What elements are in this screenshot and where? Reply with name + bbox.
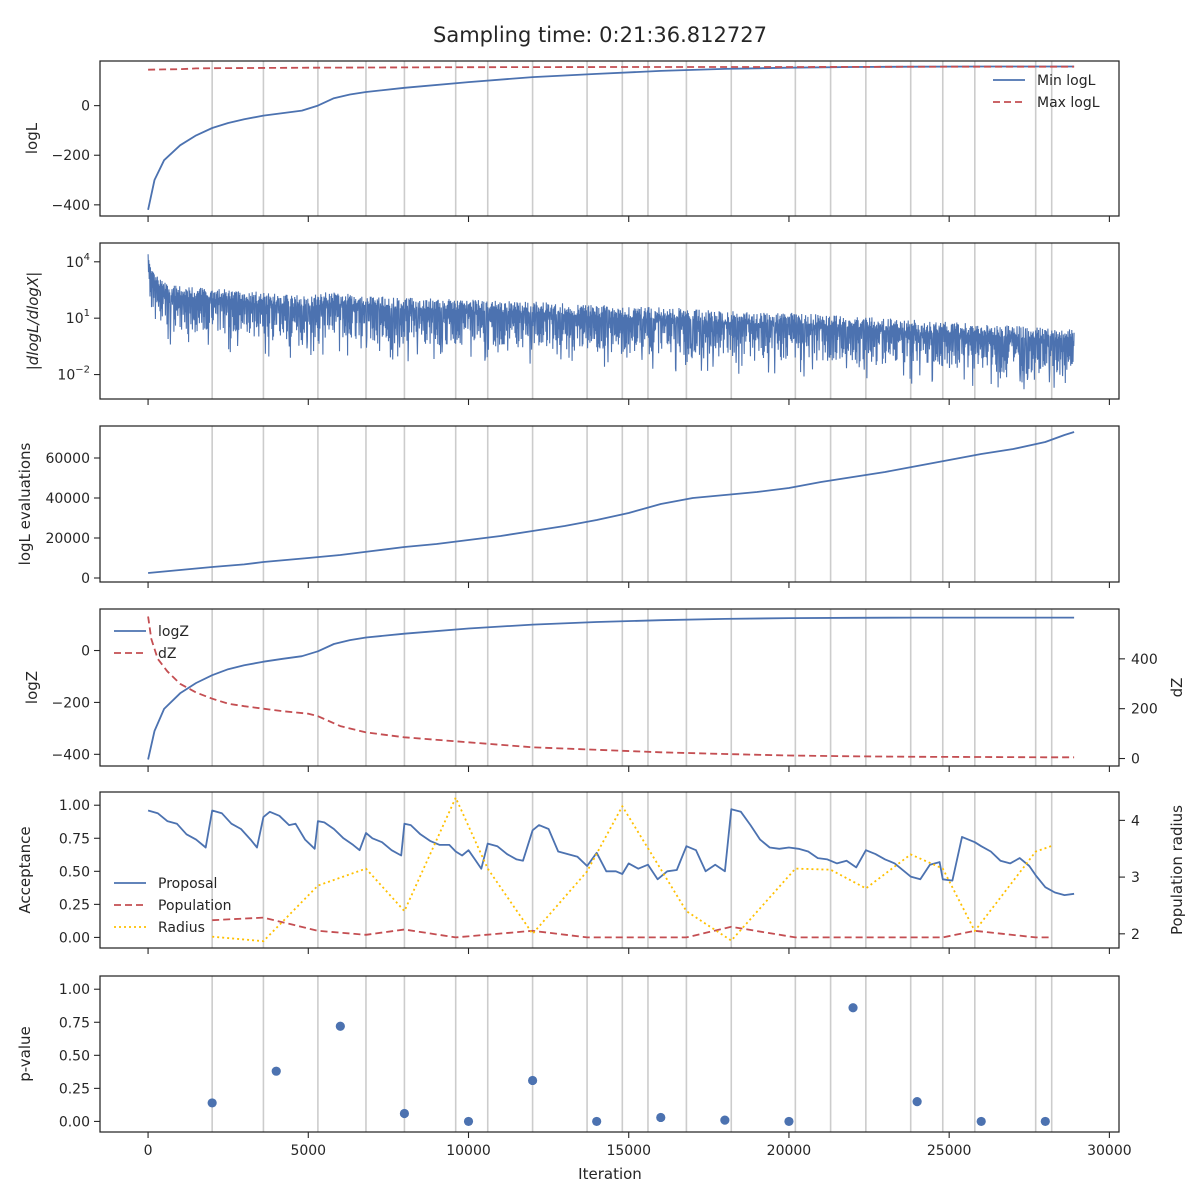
y-axis-label: p-value	[16, 1026, 34, 1082]
y-axis-label: |dlogL/dlogX|	[24, 272, 42, 371]
series-dz	[147, 616, 1075, 759]
y-tick-label: 0.25	[59, 897, 90, 913]
y-right-tick-label: 3	[1131, 870, 1140, 886]
panel-pvalue: 0 5000 10000 15000 20000 25000 30000 0.00 0.25 0.…	[16, 975, 1132, 1159]
data-point	[463, 1116, 474, 1127]
y-tick-label: 60000	[45, 451, 90, 467]
y-right-axis-label: Population radius	[1168, 805, 1186, 935]
x-tick-label: 30000	[1087, 1143, 1132, 1159]
panel-gradient: 10−2 101 104 |dlogL/dlogX|	[24, 242, 1120, 405]
data-point	[335, 1021, 345, 1031]
series-group	[147, 65, 1075, 210]
y-axis-label: logZ	[23, 671, 41, 704]
series--dlogl-dlogx-	[147, 254, 1075, 390]
y-tick-label: −200	[52, 148, 90, 164]
y-tick-label: −400	[52, 747, 90, 763]
x-tick-label: 20000	[767, 1143, 812, 1159]
y-tick-label: 1.00	[59, 798, 90, 814]
x-axis-label: Iteration	[578, 1165, 642, 1183]
y-axis-label: logL evaluations	[16, 442, 34, 565]
series-min-logl	[147, 65, 1075, 210]
y-tick-label: 0	[81, 644, 90, 660]
panel-logl: −400 −200 0 logL Min logL Max logL	[23, 60, 1120, 222]
y-tick-label: −200	[52, 695, 90, 711]
series-group	[147, 796, 1075, 943]
data-point	[592, 1116, 602, 1127]
y-right-tick-label: 0	[1131, 752, 1140, 768]
y-tick-label: 101	[66, 308, 90, 327]
axes-frame	[99, 608, 1120, 767]
y-tick-label: 0.25	[59, 1081, 90, 1097]
y-right-tick-label: 400	[1131, 652, 1158, 668]
y-tick-label: 1.00	[59, 982, 90, 998]
panel-evaluations: 0 20000 40000 60000 logL evaluations	[16, 425, 1120, 588]
y-right-tick-label: 4	[1131, 813, 1140, 829]
y-right-axis-label: dZ	[1168, 678, 1186, 698]
legend-label-population: Population	[158, 898, 232, 914]
y-axis-label: logL	[23, 122, 41, 154]
data-point	[1040, 1116, 1050, 1127]
data-point	[207, 1098, 217, 1108]
axes-frame	[99, 60, 1120, 217]
series-group	[147, 254, 1075, 390]
series-group	[147, 616, 1075, 760]
axes-frame	[99, 242, 1120, 400]
legend-label-logz: logZ	[158, 624, 189, 640]
axes-frame	[99, 975, 1120, 1133]
figure-title: Sampling time: 0:21:36.812727	[433, 23, 767, 47]
y-tick-label: 0.75	[59, 1015, 90, 1031]
y-tick-label: −400	[52, 198, 90, 214]
y-axis-label: Acceptance	[16, 826, 34, 913]
x-tick-label: 25000	[927, 1143, 972, 1159]
data-point	[720, 1115, 730, 1125]
data-point	[399, 1108, 410, 1119]
legend-label-radius: Radius	[158, 920, 205, 936]
series-population	[212, 916, 1052, 939]
series-logz	[147, 616, 1075, 760]
series-group	[207, 1003, 1050, 1127]
y-tick-label: 104	[66, 252, 90, 271]
y-right-tick-label: 2	[1131, 927, 1140, 943]
x-tick-label: 0	[144, 1143, 153, 1159]
legend-label-max-logl: Max logL	[1037, 95, 1100, 111]
y-tick-label: 0.75	[59, 831, 90, 847]
series-group	[148, 431, 1075, 574]
y-tick-label: 0.00	[59, 930, 90, 946]
y-tick-label: 20000	[45, 531, 90, 547]
panel-evidence: −400 −200 0 0 200 400 dZ logZ logZ dZ	[23, 608, 1186, 772]
y-tick-label: 10−2	[57, 365, 90, 384]
data-point	[271, 1066, 281, 1076]
series-proposal	[147, 808, 1075, 896]
x-tick-label: 15000	[606, 1143, 651, 1159]
y-tick-label: 40000	[45, 491, 90, 507]
y-tick-label: 0	[81, 99, 90, 115]
legend-label-min-logl: Min logL	[1037, 73, 1096, 89]
y-right-tick-label: 200	[1131, 702, 1158, 718]
data-point	[527, 1075, 538, 1086]
legend-label-dz: dZ	[158, 646, 176, 662]
data-point	[784, 1116, 794, 1127]
series-max-logl	[148, 65, 1075, 71]
series-logl-evaluations	[148, 431, 1075, 574]
data-point	[912, 1096, 922, 1107]
y-tick-label: 0.50	[59, 864, 90, 880]
axes-frame	[99, 425, 1120, 583]
axes-frame	[99, 791, 1120, 949]
data-point	[976, 1116, 986, 1127]
data-point	[848, 1003, 858, 1013]
legend-label-proposal: Proposal	[158, 876, 217, 892]
y-tick-label: 0.00	[59, 1114, 90, 1130]
y-tick-label: 0.50	[59, 1048, 90, 1064]
panels: −400 −200 0 logL Min logL Max logL 10−2 101 104 |…	[16, 60, 1186, 1159]
data-point	[656, 1112, 666, 1123]
y-tick-label: 0	[81, 571, 90, 587]
x-tick-label: 10000	[446, 1143, 491, 1159]
x-tick-label: 5000	[290, 1143, 326, 1159]
panel-acceptance: 0.00 0.25 0.50 0.75 1.00 2 3 4 Population radius…	[16, 791, 1186, 954]
